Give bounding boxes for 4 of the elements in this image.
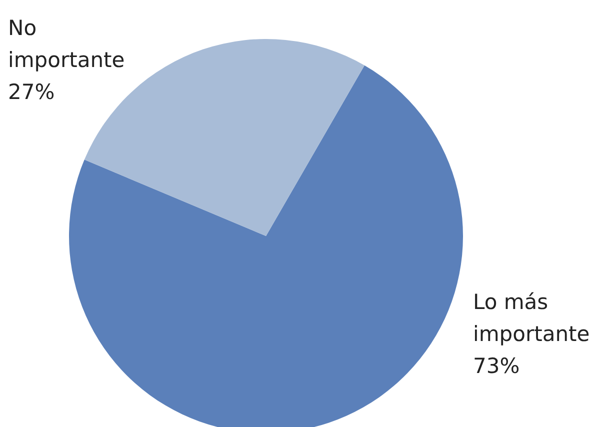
slice-label: No importante [8, 16, 125, 72]
slice-label: Lo más importante [473, 290, 590, 346]
data-label: 27% [8, 80, 55, 104]
data-label: 73% [473, 354, 520, 378]
